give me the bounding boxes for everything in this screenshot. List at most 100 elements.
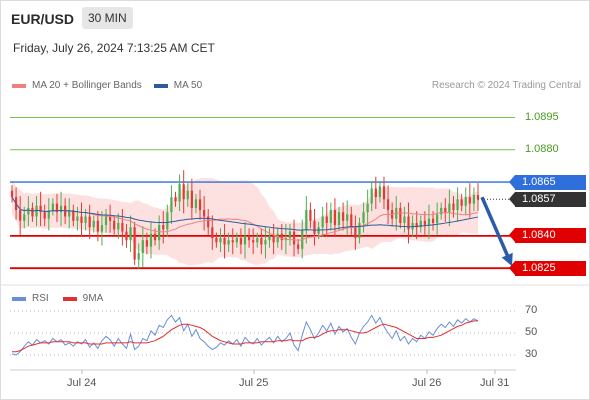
candle-body (239, 238, 243, 245)
legend-ma50: MA 50 (153, 80, 202, 91)
candle-body (260, 238, 263, 245)
level-label-1.0895: 1.0895 (525, 110, 559, 123)
time-axis (10, 369, 516, 374)
candle-body (88, 216, 91, 228)
candle-body (292, 231, 296, 245)
candle-body (194, 199, 198, 208)
candle-body (329, 210, 332, 223)
candle-body (247, 235, 251, 241)
candle-body (162, 225, 165, 230)
candle-body (431, 218, 435, 223)
candle-body (141, 240, 144, 254)
candle-body (100, 225, 104, 232)
candle-body (243, 235, 247, 245)
candle-body (370, 188, 373, 204)
chart-header: EUR/USD 30 MIN (0, 0, 590, 36)
candle-body (358, 222, 361, 239)
candle-body (104, 216, 108, 226)
rsi-legend: RSI 9MA (12, 293, 117, 304)
current-price-tag: 1.0857 (509, 191, 586, 207)
legend-ma20: MA 20 + Bollinger Bands (12, 80, 142, 91)
candle-body (211, 227, 214, 239)
candle-body (354, 227, 357, 239)
candle-body (419, 220, 422, 228)
candle-body (149, 233, 153, 247)
forecast-arrow-shaft (480, 196, 511, 260)
candle-body (440, 207, 443, 215)
candle-body (117, 222, 120, 230)
candle-body (448, 203, 451, 213)
rsi-9ma-line (12, 320, 478, 353)
candle-body (121, 222, 124, 232)
candle-body (468, 197, 471, 204)
price-chart (0, 117, 590, 286)
time-tick-label: Jul 25 (239, 377, 269, 389)
candle-body (272, 235, 275, 243)
candle-body (96, 220, 99, 232)
candle-body (166, 212, 169, 230)
candle-body (337, 212, 341, 226)
candle-body (133, 227, 136, 260)
legend-rsi-label: RSI (32, 293, 49, 304)
time-tick-label: Jul 26 (412, 377, 442, 389)
ma9-swatch (62, 296, 77, 301)
candle-body (72, 210, 75, 221)
candle-body (472, 194, 476, 204)
candle-body (399, 207, 402, 223)
legend-ma20-label: MA 20 + Bollinger Bands (32, 80, 142, 91)
ma50-swatch (153, 83, 168, 88)
candle-body (313, 220, 316, 234)
candle-body (464, 197, 467, 206)
candle-body (23, 214, 26, 221)
candle-body (55, 203, 59, 213)
timestamp: Friday, July 26, 2024 7:13:25 AM CET (13, 41, 215, 55)
candle-body (47, 210, 50, 219)
rsi-line (11, 314, 479, 356)
candle-body (235, 238, 238, 243)
candle-body (10, 190, 14, 198)
candle-body (170, 197, 173, 213)
level-label-1.0880: 1.0880 (525, 142, 559, 155)
candle-body (108, 216, 112, 221)
candle-body (321, 216, 324, 228)
level-label-1.0865: 1.0865 (509, 174, 586, 190)
legend-9ma-label: 9MA (82, 293, 104, 304)
legend-9ma: 9MA (62, 293, 104, 304)
timeframe-badge[interactable]: 30 MIN (82, 7, 133, 29)
candle-body (84, 216, 87, 223)
candle-body (182, 184, 185, 200)
candle-body (174, 197, 177, 202)
candle-body (158, 225, 161, 241)
candle-body (215, 238, 218, 243)
candle-body (452, 203, 455, 211)
candle-body (59, 205, 63, 213)
candle-body (346, 214, 349, 221)
candle-body (231, 240, 234, 243)
time-tick-label: Jul 31 (480, 377, 510, 389)
candle-body (407, 216, 410, 230)
candle-body (276, 233, 279, 243)
candle-body (460, 199, 463, 206)
candle-body (403, 216, 406, 223)
candle-body (68, 210, 71, 217)
ma50-line (11, 196, 479, 231)
candle-body (350, 214, 353, 228)
candle-body (415, 222, 418, 228)
candle-body (19, 210, 22, 221)
candle-body (129, 227, 132, 241)
candle-body (202, 210, 206, 217)
rsi-swatch (12, 296, 26, 301)
candle-body (113, 220, 116, 230)
ma20-swatch (12, 83, 26, 88)
candle-body (190, 190, 193, 208)
time-tick-label: Jul 24 (67, 377, 97, 389)
candle-body (341, 212, 345, 221)
candle-body (252, 240, 255, 243)
candle-body (256, 238, 259, 243)
candle-body (145, 240, 149, 247)
research-credit: Research © 2024 Trading Central (431, 80, 581, 91)
candle-body (280, 233, 283, 241)
candle-body (378, 186, 382, 198)
candle-body (268, 235, 271, 241)
candle-body (301, 229, 304, 249)
